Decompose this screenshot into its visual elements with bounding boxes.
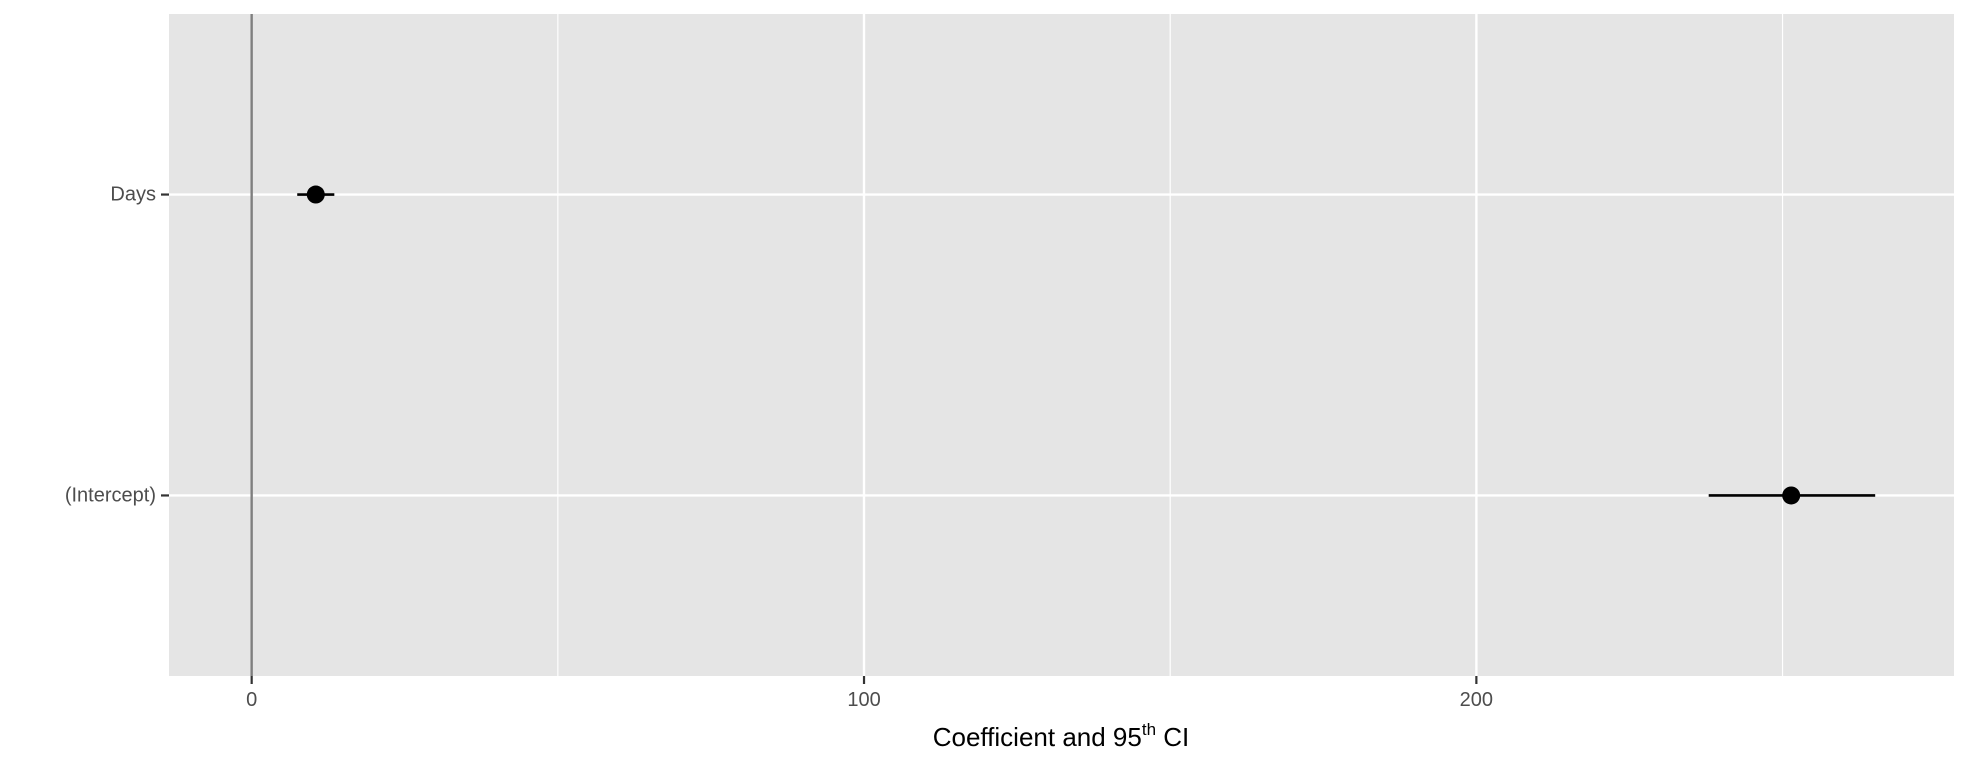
x-tick-label: 100 bbox=[847, 689, 880, 711]
y-axis: Days (Intercept) bbox=[65, 184, 169, 506]
x-axis: 0 100 200 bbox=[246, 676, 1493, 711]
x-tick-label: 0 bbox=[246, 689, 257, 711]
x-axis-title: Coefficient and 95th CI bbox=[933, 720, 1190, 752]
coefficient-point bbox=[1782, 486, 1801, 505]
x-axis-title-superscript: th bbox=[1142, 720, 1156, 739]
x-axis-title-main: Coefficient and 95 bbox=[933, 722, 1142, 752]
plot-panel bbox=[169, 14, 1954, 676]
x-tick-label: 200 bbox=[1460, 689, 1493, 711]
y-tick-label: Days bbox=[110, 184, 156, 206]
y-tick-label: (Intercept) bbox=[65, 484, 156, 506]
x-axis-title-end: CI bbox=[1156, 722, 1189, 752]
coefficient-point bbox=[306, 185, 325, 204]
coefficient-marks bbox=[297, 185, 1876, 505]
